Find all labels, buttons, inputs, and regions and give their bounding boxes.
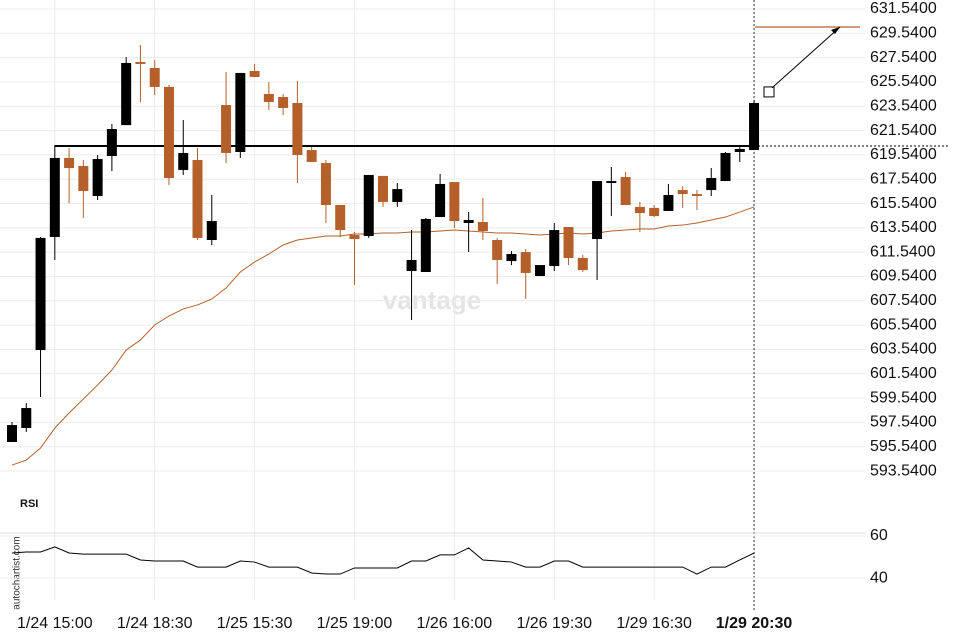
y-tick-label: 601.5400: [870, 365, 937, 382]
candle-body: [477, 222, 488, 232]
candle-body: [620, 177, 631, 205]
y-tick-label: 625.5400: [870, 73, 937, 90]
candle-body: [320, 163, 331, 205]
forecast-box: [763, 86, 775, 98]
y-tick-label: 603.5400: [870, 341, 937, 358]
y-tick-label: 60: [870, 527, 888, 544]
candle-body: [263, 93, 274, 103]
candle-body: [235, 72, 246, 152]
candle-body: [691, 194, 702, 196]
moving-average: [11, 206, 755, 466]
y-tick-label: 613.5400: [870, 219, 937, 236]
y-tick-label: 611.5400: [870, 243, 936, 260]
candle-body: [463, 219, 474, 223]
candle-body: [363, 174, 374, 237]
candle-body: [221, 105, 232, 153]
y-tick-label: 615.5400: [870, 195, 937, 212]
y-tick-label: 599.5400: [870, 389, 937, 406]
candle-body: [278, 97, 289, 108]
candle-body: [163, 86, 174, 179]
rsi-title: RSI: [20, 498, 38, 510]
candle-body: [449, 182, 460, 222]
y-tick-label: 623.5400: [870, 97, 937, 114]
candle-body: [506, 253, 517, 262]
candle-body: [378, 175, 389, 202]
x-tick-label: 1/25 19:00: [317, 615, 393, 632]
candle-body: [292, 102, 303, 156]
candle-body: [592, 181, 603, 240]
x-tick-label: 1/24 18:30: [117, 615, 193, 632]
candle-body: [435, 183, 446, 218]
candle-body: [420, 218, 431, 272]
y-tick-label: 629.5400: [870, 25, 937, 42]
candle-body: [335, 204, 346, 231]
y-tick-label: 617.5400: [870, 170, 937, 187]
candle-body: [64, 157, 75, 169]
candle-body: [92, 159, 103, 196]
candle-body: [663, 195, 674, 211]
candle-body: [35, 237, 46, 351]
y-tick-label: 609.5400: [870, 268, 937, 285]
candle-body: [21, 408, 32, 428]
watermark: vantage: [383, 285, 481, 315]
candle-body: [492, 240, 503, 260]
x-tick-label: 1/26 19:30: [516, 615, 592, 632]
candle-body: [734, 148, 745, 152]
x-tick-label: 1/24 15:00: [17, 615, 93, 632]
x-tick-label: 1/29 16:30: [616, 615, 692, 632]
candle-body: [349, 235, 360, 240]
candle-body: [749, 102, 760, 151]
y-tick-label: 40: [870, 569, 888, 586]
candle-body: [249, 71, 260, 77]
candle-body: [178, 152, 189, 170]
x-tick-label: 1/29 20:30: [716, 615, 793, 632]
candle-body: [677, 190, 688, 195]
candle-body: [563, 227, 574, 259]
candle-body: [49, 157, 60, 237]
candle-body: [106, 129, 117, 156]
y-tick-label: 605.5400: [870, 316, 937, 333]
candle-body: [606, 181, 617, 183]
candle-body: [392, 189, 403, 202]
y-tick-label: 607.5400: [870, 292, 937, 309]
y-tick-label: 597.5400: [870, 414, 937, 431]
y-tick-label: 627.5400: [870, 49, 937, 66]
candle-body: [577, 258, 588, 271]
y-tick-label: 631.5400: [870, 0, 937, 17]
forecast-arrow: [771, 26, 841, 89]
candle-body: [149, 67, 160, 87]
y-tick-label: 621.5400: [870, 122, 937, 139]
candle-body: [549, 230, 560, 267]
candle-body: [192, 160, 203, 238]
candle-body: [78, 165, 89, 192]
rsi-line: [11, 546, 755, 575]
candle-body: [206, 221, 217, 241]
y-tick-label: 619.5400: [870, 146, 937, 163]
candle-body: [720, 152, 731, 182]
candle-body: [634, 206, 645, 214]
candle-body: [706, 178, 717, 191]
arrow-head: [831, 26, 840, 34]
candle-body: [7, 425, 17, 442]
source-label: autochartist.com: [12, 536, 23, 609]
candle-body: [121, 62, 132, 126]
y-tick-label: 595.5400: [870, 438, 937, 455]
candle-body: [534, 265, 545, 277]
candle-body: [649, 207, 660, 217]
x-tick-label: 1/25 15:30: [217, 615, 293, 632]
candle-body: [306, 150, 317, 162]
candle-body: [406, 259, 417, 272]
candle-body: [520, 252, 531, 273]
candle-body: [135, 62, 146, 64]
x-tick-label: 1/26 16:00: [417, 615, 493, 632]
y-tick-label: 593.5400: [870, 462, 937, 479]
